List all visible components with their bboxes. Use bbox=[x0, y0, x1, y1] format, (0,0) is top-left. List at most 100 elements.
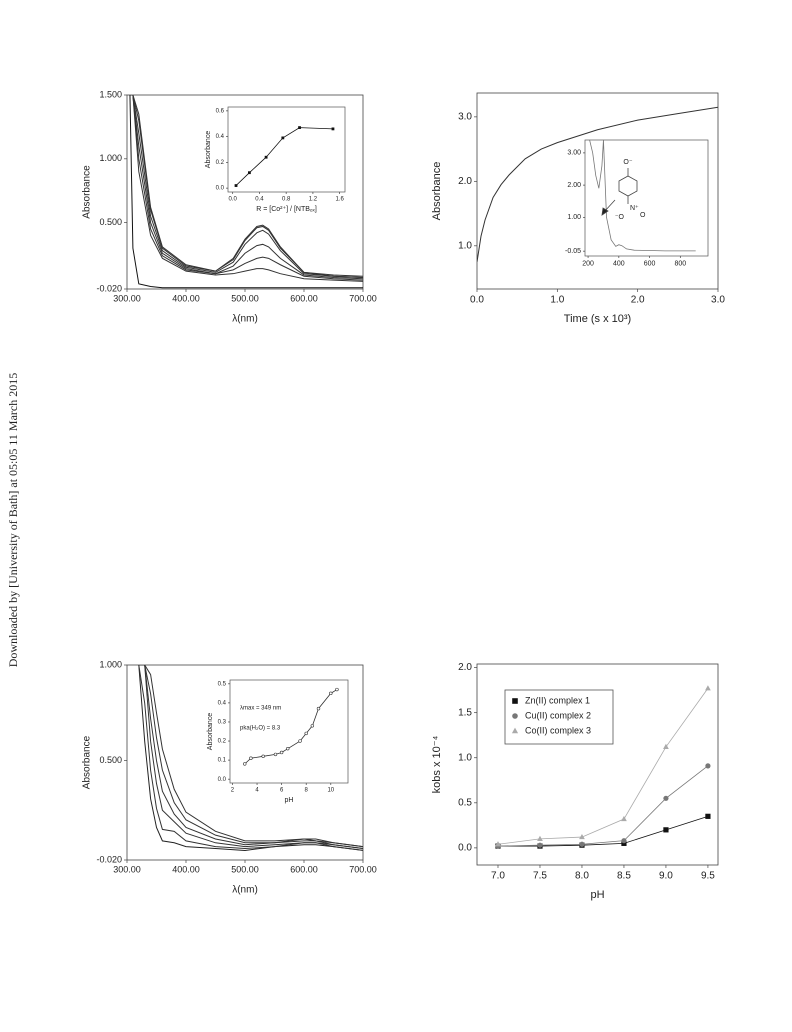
series-line bbox=[138, 665, 363, 851]
x-tick-label: 9.0 bbox=[659, 871, 673, 882]
y-tick-label: 1.5 bbox=[458, 707, 472, 718]
legend-label: Zn(II) complex 1 bbox=[525, 695, 590, 705]
y-tick-label: 2.0 bbox=[458, 662, 472, 673]
point bbox=[537, 842, 543, 848]
series-line bbox=[129, 95, 363, 277]
point bbox=[579, 841, 585, 847]
inset-frame bbox=[229, 679, 349, 784]
x-tick-label: 7.0 bbox=[491, 871, 505, 882]
point bbox=[621, 840, 627, 846]
point bbox=[705, 685, 711, 691]
x-tick-label: 200 bbox=[582, 260, 594, 267]
y-axis-label: Absorbance bbox=[431, 162, 443, 221]
y-tick-label: -0.020 bbox=[96, 854, 122, 864]
point bbox=[495, 841, 501, 847]
series-line bbox=[129, 95, 363, 289]
series-line bbox=[589, 140, 696, 252]
annotation: O bbox=[640, 212, 646, 219]
point bbox=[621, 815, 627, 822]
y-tick-label: 1.500 bbox=[99, 89, 122, 99]
y-tick-label: 0.500 bbox=[99, 217, 122, 227]
point bbox=[663, 743, 669, 750]
x-tick-label: 0.8 bbox=[282, 196, 291, 202]
x-axis-label: pH bbox=[590, 889, 604, 901]
point bbox=[249, 756, 253, 760]
point bbox=[705, 813, 711, 819]
series-line bbox=[138, 665, 363, 848]
point bbox=[329, 691, 333, 696]
fit-curve bbox=[497, 688, 709, 845]
point bbox=[537, 835, 543, 841]
y-tick-label: 0.4 bbox=[218, 700, 227, 706]
legend-marker bbox=[512, 698, 518, 704]
point bbox=[663, 795, 669, 801]
series-line bbox=[138, 665, 363, 850]
y-tick-label: 0.0 bbox=[218, 777, 227, 783]
point bbox=[335, 687, 339, 692]
point bbox=[298, 739, 302, 743]
y-tick-label: 3.0 bbox=[458, 111, 472, 122]
plot-area bbox=[234, 126, 335, 187]
x-axis-label: λ(nm) bbox=[232, 314, 258, 325]
x-tick-label: 6 bbox=[280, 787, 284, 793]
annotation: O⁻ bbox=[623, 159, 632, 166]
x-tick-label: 700.00 bbox=[349, 294, 377, 304]
y-tick-label: -0.020 bbox=[96, 283, 122, 293]
x-tick-label: 500.00 bbox=[231, 865, 259, 875]
legend-label: Co(II) complex 3 bbox=[525, 725, 591, 735]
y-axis-label: kobs x 10⁻⁴ bbox=[431, 735, 443, 793]
y-tick-label: 0.1 bbox=[218, 758, 227, 764]
fit-curve bbox=[497, 765, 709, 847]
legend-label: Cu(II) complex 2 bbox=[525, 710, 591, 720]
y-tick-label: -0.05 bbox=[565, 248, 581, 255]
point bbox=[234, 184, 238, 187]
x-tick-label: 8.0 bbox=[575, 871, 589, 882]
x-tick-label: 2.0 bbox=[631, 295, 645, 306]
point bbox=[279, 750, 284, 755]
series-line bbox=[477, 106, 718, 262]
inset-frame bbox=[227, 106, 346, 193]
annotation: ⁻O bbox=[615, 214, 625, 221]
y-tick-label: 1.00 bbox=[567, 214, 581, 221]
x-tick-label: 400.00 bbox=[172, 865, 200, 875]
y-axis-label: Absorbance bbox=[82, 165, 93, 219]
x-axis-label: Time (s x 10³) bbox=[564, 313, 631, 325]
x-axis-label: pH bbox=[285, 797, 294, 804]
x-tick-label: 400 bbox=[613, 260, 625, 267]
legend-frame bbox=[504, 689, 614, 745]
annotation: N⁺ bbox=[630, 205, 639, 212]
nitrophenolate bbox=[601, 168, 638, 216]
x-tick-label: 1.0 bbox=[550, 295, 564, 306]
y-tick-label: 1.000 bbox=[99, 153, 122, 163]
point bbox=[261, 754, 265, 758]
point bbox=[281, 136, 285, 140]
point bbox=[310, 724, 315, 728]
download-note: Downloaded by [University of Bath] at 05… bbox=[6, 373, 20, 668]
point bbox=[331, 127, 335, 131]
plot-area bbox=[589, 140, 696, 252]
x-tick-label: 2 bbox=[231, 787, 235, 793]
x-tick-label: 600.00 bbox=[290, 294, 318, 304]
y-tick-label: 0.3 bbox=[218, 720, 227, 726]
legend-marker bbox=[512, 713, 518, 719]
annotation: pka(H₂O) = 8.3 bbox=[240, 726, 281, 732]
y-axis-label: Absorbance bbox=[207, 713, 214, 750]
point bbox=[264, 155, 268, 159]
x-tick-label: 8.5 bbox=[617, 871, 631, 882]
x-tick-label: 600.00 bbox=[290, 865, 318, 875]
x-axis-label: λ(nm) bbox=[232, 885, 258, 896]
plot-frame bbox=[476, 92, 719, 290]
series-line bbox=[129, 95, 363, 281]
y-tick-label: 1.0 bbox=[458, 752, 472, 763]
plot-area bbox=[138, 665, 363, 851]
x-tick-label: 4 bbox=[255, 787, 259, 793]
series-line bbox=[129, 95, 363, 279]
plot-area bbox=[495, 685, 711, 849]
annotation: λmax = 349 nm bbox=[240, 706, 281, 712]
y-tick-label: 0.500 bbox=[99, 755, 122, 765]
legend-marker bbox=[511, 727, 519, 734]
point bbox=[298, 126, 301, 130]
inset-frame bbox=[584, 139, 709, 257]
plot-area bbox=[477, 106, 718, 262]
y-axis-label: Absorbance bbox=[205, 131, 212, 168]
